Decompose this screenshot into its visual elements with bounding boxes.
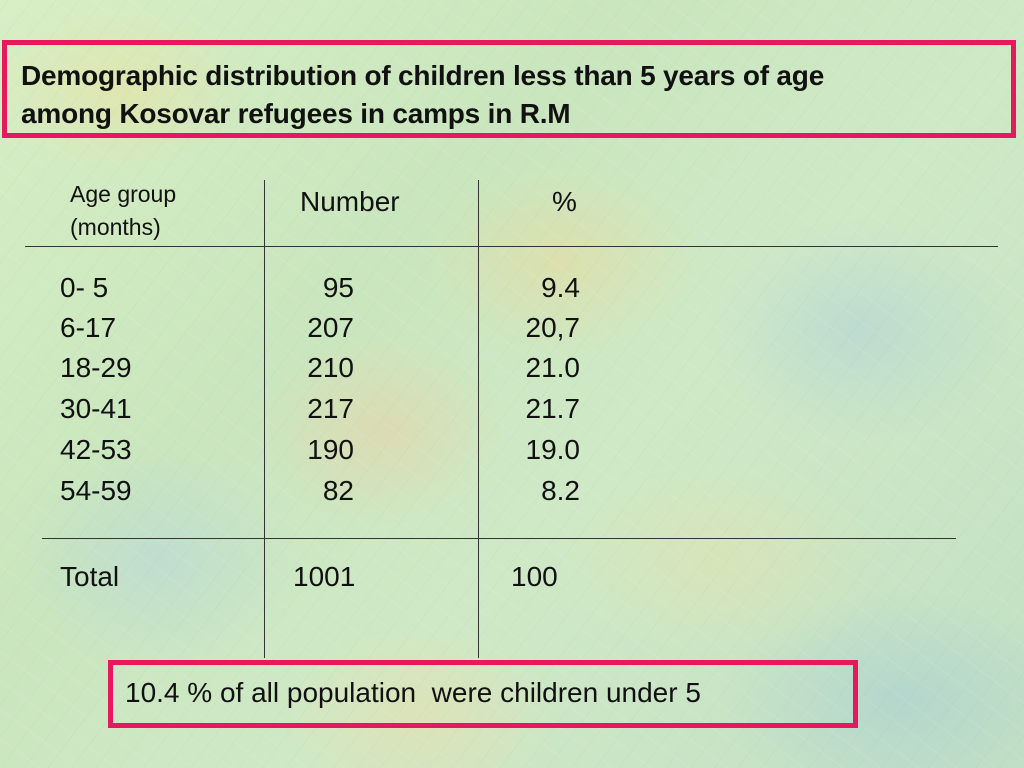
total-percent: 100 (511, 561, 558, 592)
cell-percent: 9.4 (541, 272, 580, 303)
cell-number: 210 (307, 352, 354, 383)
cell-number: 217 (307, 393, 354, 424)
header-number: Number (300, 186, 400, 217)
title-frame: Demographic distribution of children les… (2, 40, 1016, 138)
title-line-1: Demographic distribution of children les… (21, 60, 825, 91)
cell-percent: 21.7 (525, 393, 581, 424)
column-divider-1 (264, 180, 265, 658)
cell-percent: 21.0 (525, 352, 581, 383)
total-divider (42, 538, 956, 539)
header-age-unit: (months) (70, 214, 161, 240)
header-percent: % (552, 186, 577, 217)
note-frame: 10.4 % of all population were children u… (108, 660, 858, 728)
cell-number: 207 (307, 312, 354, 343)
cell-percent: 20,7 (525, 312, 581, 343)
summary-note: 10.4 % of all population were children u… (125, 677, 701, 708)
cell-age: 54-59 (60, 475, 132, 506)
cell-number: 190 (307, 434, 354, 465)
cell-age: 30-41 (60, 393, 132, 424)
cell-number: 95 (322, 272, 354, 303)
cell-age: 18-29 (60, 352, 132, 383)
cell-percent: 8.2 (541, 475, 580, 506)
header-age-group: Age group (70, 181, 177, 207)
cell-age: 0- 5 (60, 272, 109, 303)
title-line-2: among Kosovar refugees in camps in R.M (21, 98, 571, 129)
cell-number: 82 (322, 475, 354, 506)
cell-percent: 19.0 (525, 434, 581, 465)
total-label: Total (60, 561, 120, 592)
total-number: 1001 (293, 561, 356, 592)
column-divider-2 (478, 180, 479, 658)
cell-age: 6-17 (60, 312, 117, 343)
header-divider (25, 246, 998, 247)
slide-title: Demographic distribution of children les… (21, 57, 824, 133)
cell-age: 42-53 (60, 434, 132, 465)
